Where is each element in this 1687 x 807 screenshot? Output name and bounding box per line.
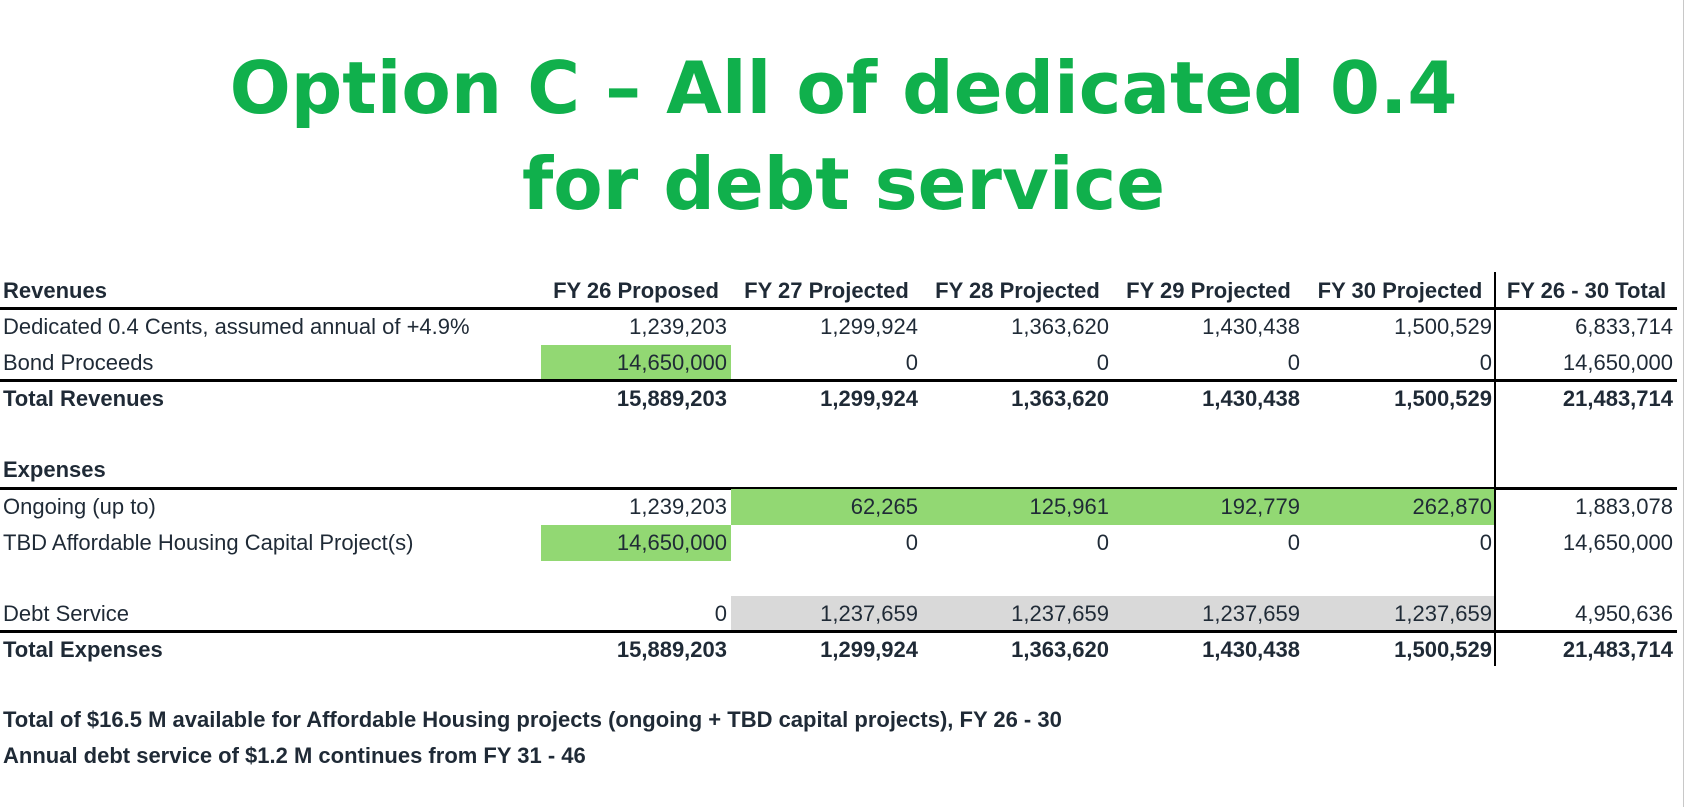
column-header-total: FY 26 - 30 Total bbox=[1506, 278, 1667, 303]
total-cell: 1,883,078 bbox=[1575, 494, 1673, 519]
value-cell-shaded: 1,237,659 bbox=[731, 596, 922, 632]
row-label: Debt Service bbox=[3, 601, 129, 626]
page-title-line-2: for debt service bbox=[521, 142, 1166, 226]
value-cell-shaded: 1,237,659 bbox=[1304, 596, 1496, 632]
total-cell: 6,833,714 bbox=[1575, 314, 1673, 339]
value-cell: 0 bbox=[1479, 350, 1492, 375]
value-cell: 1,363,620 bbox=[1011, 637, 1109, 662]
column-header-fy26: FY 26 Proposed bbox=[553, 278, 719, 303]
value-cell: 0 bbox=[714, 601, 727, 626]
table-header-row: Revenues FY 26 Proposed FY 27 Projected … bbox=[0, 273, 1687, 309]
total-revenues-row: Total Revenues 15,889,203 1,299,924 1,36… bbox=[0, 381, 1687, 417]
value-cell: 0 bbox=[1096, 350, 1109, 375]
value-cell: 1,299,924 bbox=[820, 637, 918, 662]
table-row: TBD Affordable Housing Capital Project(s… bbox=[0, 525, 1687, 561]
value-cell: 1,500,529 bbox=[1394, 637, 1492, 662]
value-cell: 0 bbox=[905, 530, 918, 555]
total-cell: 14,650,000 bbox=[1562, 350, 1673, 375]
table-row: Dedicated 0.4 Cents, assumed annual of +… bbox=[0, 309, 1687, 345]
page-edge-divider bbox=[1683, 0, 1684, 807]
column-header-fy30: FY 30 Projected bbox=[1317, 278, 1483, 303]
value-cell: 1,363,620 bbox=[1011, 314, 1109, 339]
row-label: Dedicated 0.4 Cents, assumed annual of +… bbox=[3, 314, 470, 339]
value-cell: 1,363,620 bbox=[1011, 386, 1109, 411]
expenses-header-divider bbox=[0, 487, 1677, 490]
value-cell: 0 bbox=[1479, 530, 1492, 555]
value-cell: 15,889,203 bbox=[616, 637, 727, 662]
value-cell: 15,889,203 bbox=[616, 386, 727, 411]
header-divider bbox=[0, 307, 1677, 310]
value-cell-highlighted: 192,779 bbox=[1113, 489, 1304, 525]
table-row: Bond Proceeds 14,650,000 0 0 0 0 14,650,… bbox=[0, 345, 1687, 381]
column-header-fy28: FY 28 Projected bbox=[935, 278, 1100, 303]
value-cell: 1,239,203 bbox=[629, 314, 727, 339]
total-cell: 21,483,714 bbox=[1562, 637, 1673, 662]
total-cell: 14,650,000 bbox=[1562, 530, 1673, 555]
row-label: Total Expenses bbox=[3, 637, 163, 662]
row-label: Ongoing (up to) bbox=[3, 494, 156, 519]
total-cell: 4,950,636 bbox=[1575, 601, 1673, 626]
section-header-revenues: Revenues bbox=[3, 278, 107, 303]
section-header-expenses: Expenses bbox=[3, 457, 106, 482]
row-label: TBD Affordable Housing Capital Project(s… bbox=[3, 530, 414, 555]
value-cell: 1,299,924 bbox=[820, 314, 918, 339]
table-row: Debt Service 0 1,237,659 1,237,659 1,237… bbox=[0, 596, 1687, 632]
value-cell: 1,430,438 bbox=[1202, 386, 1300, 411]
expenses-header-row: Expenses bbox=[0, 452, 1687, 488]
total-expenses-row: Total Expenses 15,889,203 1,299,924 1,36… bbox=[0, 632, 1687, 668]
value-cell: 0 bbox=[1096, 530, 1109, 555]
revenues-total-divider bbox=[0, 379, 1677, 382]
total-column-divider bbox=[1494, 272, 1496, 666]
footnote-debt-service: Annual debt service of $1.2 M continues … bbox=[3, 743, 586, 768]
value-cell-highlighted: 14,650,000 bbox=[541, 525, 731, 561]
footnote-available-funds: Total of $16.5 M available for Affordabl… bbox=[3, 707, 1062, 732]
value-cell: 1,430,438 bbox=[1202, 637, 1300, 662]
value-cell: 1,430,438 bbox=[1202, 314, 1300, 339]
table-row: Ongoing (up to) 1,239,203 62,265 125,961… bbox=[0, 489, 1687, 525]
value-cell: 1,500,529 bbox=[1394, 386, 1492, 411]
value-cell: 1,239,203 bbox=[629, 494, 727, 519]
row-label: Bond Proceeds bbox=[3, 350, 154, 375]
value-cell-highlighted: 125,961 bbox=[922, 489, 1113, 525]
value-cell: 0 bbox=[905, 350, 918, 375]
expenses-total-divider bbox=[0, 630, 1677, 633]
value-cell-shaded: 1,237,659 bbox=[1113, 596, 1304, 632]
page-title-line-1: Option C – All of dedicated 0.4 bbox=[229, 46, 1458, 130]
value-cell: 1,299,924 bbox=[820, 386, 918, 411]
column-header-fy29: FY 29 Projected bbox=[1126, 278, 1291, 303]
value-cell-shaded: 1,237,659 bbox=[922, 596, 1113, 632]
column-header-fy27: FY 27 Projected bbox=[744, 278, 909, 303]
value-cell: 0 bbox=[1287, 530, 1300, 555]
row-label: Total Revenues bbox=[3, 386, 164, 411]
value-cell-highlighted: 262,870 bbox=[1304, 489, 1496, 525]
value-cell-highlighted: 62,265 bbox=[731, 489, 922, 525]
total-cell: 21,483,714 bbox=[1562, 386, 1673, 411]
value-cell: 0 bbox=[1287, 350, 1300, 375]
value-cell-highlighted: 14,650,000 bbox=[541, 345, 731, 381]
value-cell: 1,500,529 bbox=[1394, 314, 1492, 339]
